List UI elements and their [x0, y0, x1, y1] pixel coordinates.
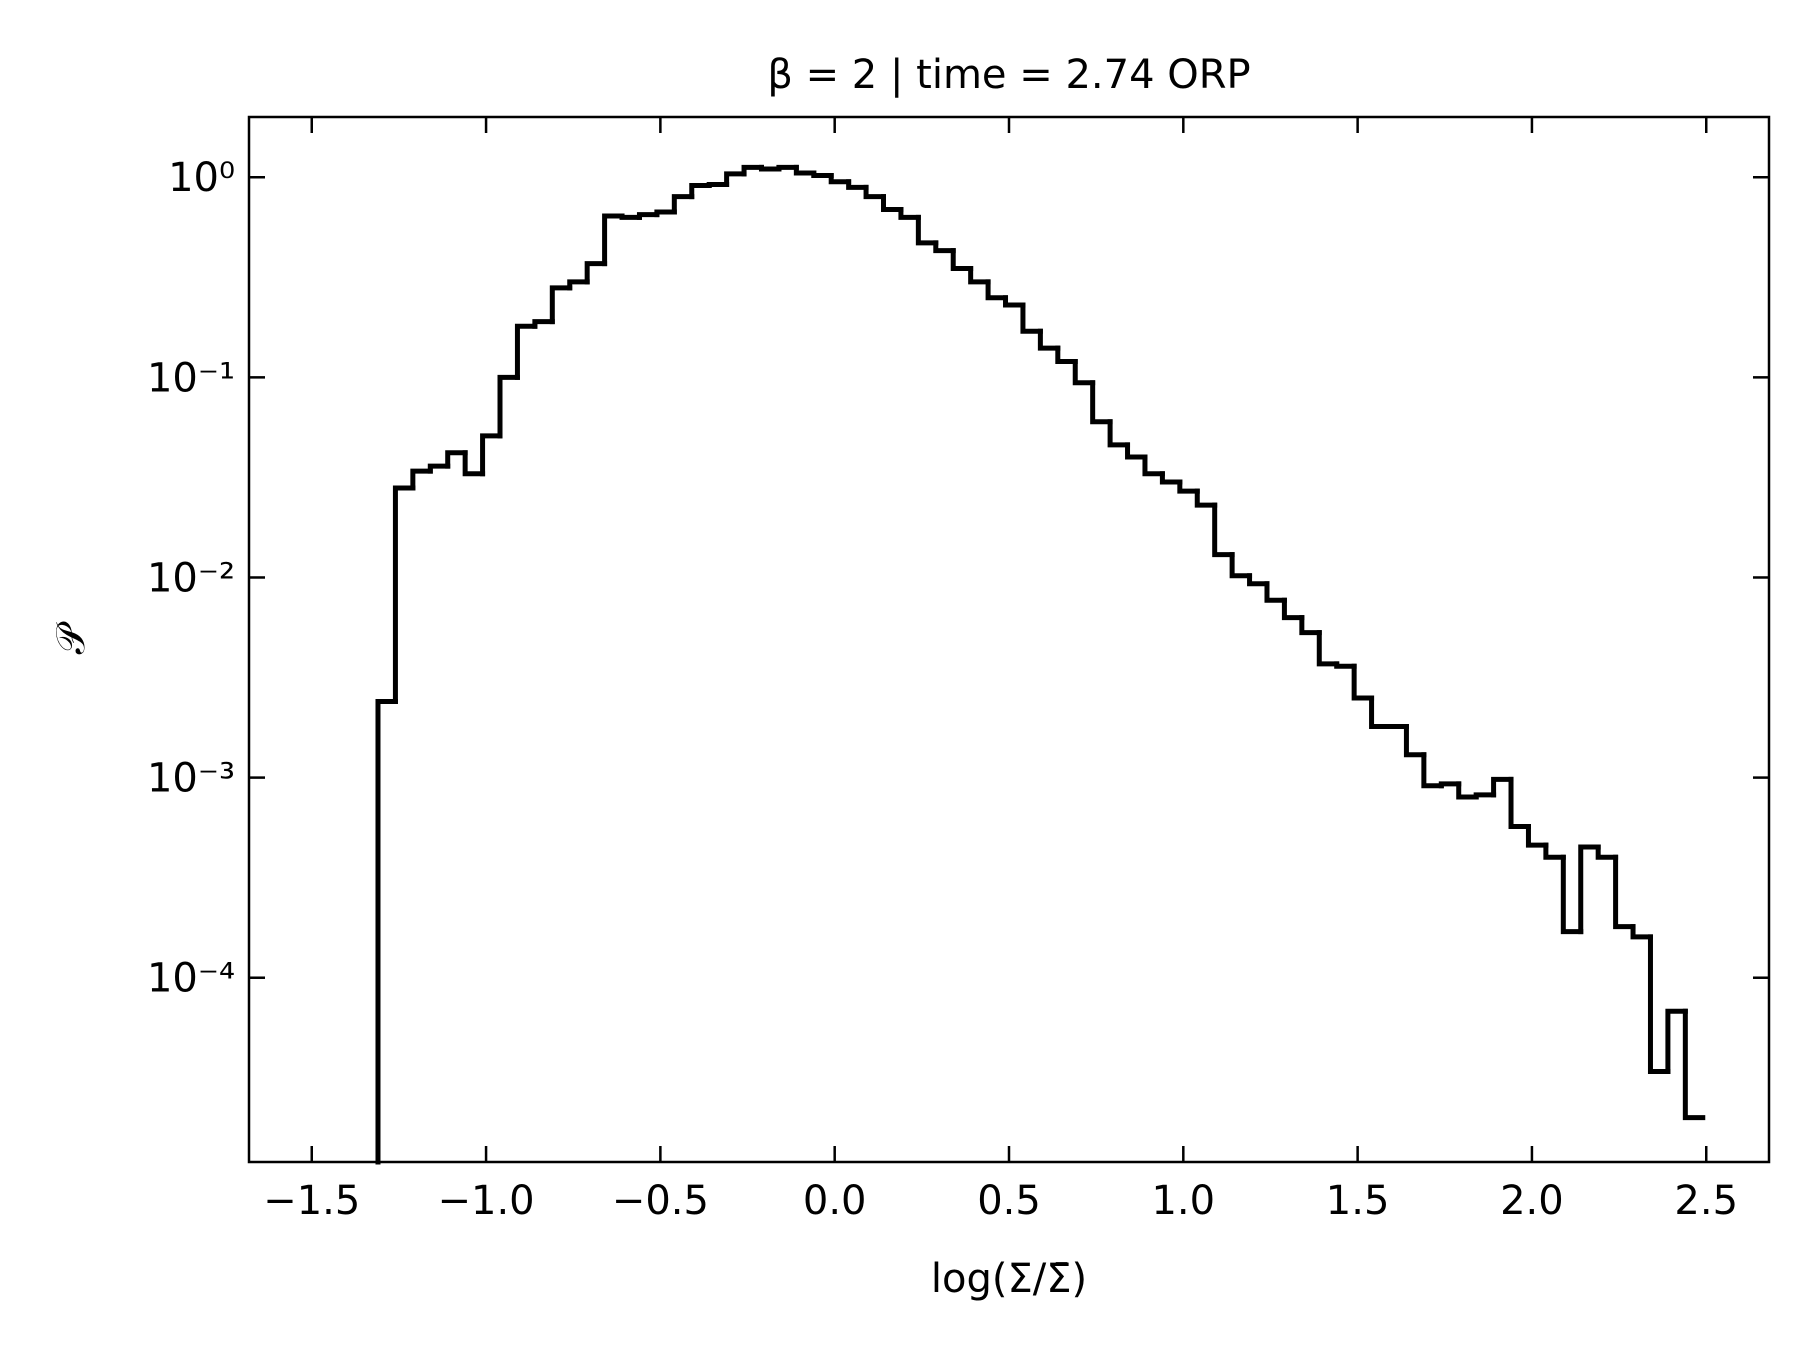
- y-tick-label: 10⁻³: [147, 756, 235, 802]
- histogram-step: [863, 184, 886, 200]
- histogram-step: [1299, 615, 1322, 636]
- histogram-step: [375, 699, 398, 1165]
- histogram-step: [811, 170, 834, 179]
- histogram-step: [1055, 345, 1078, 365]
- histogram-step: [1090, 380, 1113, 425]
- histogram-step: [898, 206, 921, 220]
- histogram-step: [1107, 419, 1131, 448]
- histogram-step: [793, 164, 817, 176]
- histogram-step: [1456, 781, 1479, 800]
- histogram-step: [689, 182, 712, 200]
- x-tick-label: 0.5: [977, 1178, 1041, 1224]
- histogram-step: [1020, 302, 1043, 334]
- x-tick-label: 0.0: [803, 1178, 867, 1224]
- histogram-step: [724, 171, 747, 187]
- histogram-step: [1682, 1008, 1706, 1121]
- histogram-step: [846, 179, 869, 190]
- histogram-step: [1212, 502, 1235, 558]
- histogram-step: [933, 240, 956, 254]
- histogram-step: [1264, 581, 1287, 603]
- y-tick-label: 10⁻²: [147, 555, 235, 601]
- histogram-step: [1525, 823, 1549, 848]
- y-tick-label: 10⁰: [168, 155, 235, 201]
- histogram-step: [1543, 842, 1566, 860]
- histogram-step: [584, 261, 608, 285]
- x-tick-label: 1.5: [1326, 1178, 1390, 1224]
- x-tick-label: 1.0: [1151, 1178, 1215, 1224]
- histogram-step: [1665, 1008, 1688, 1074]
- histogram-step: [1630, 924, 1653, 940]
- histogram-step: [1142, 454, 1165, 477]
- histogram-step: [1351, 663, 1375, 701]
- x-axis-label: log(Σ/Σ̄): [931, 1256, 1087, 1302]
- y-tick-label: 10⁻⁴: [147, 956, 235, 1002]
- x-tick-label: −0.5: [612, 1178, 709, 1224]
- histogram-step: [549, 285, 573, 325]
- histogram-step: [1177, 479, 1200, 494]
- histogram-step: [950, 248, 974, 271]
- histogram-step: [392, 485, 416, 705]
- histogram-step: [1613, 854, 1636, 930]
- histogram-step: [1159, 471, 1183, 485]
- histogram-step: [968, 265, 991, 285]
- histogram-step: [1194, 488, 1218, 508]
- histogram-step: [828, 173, 852, 185]
- histogram-step: [636, 212, 660, 220]
- histogram-step: [410, 468, 433, 491]
- histogram-step: [1281, 597, 1305, 621]
- histogram-step: [1403, 724, 1427, 758]
- histogram-step: [776, 164, 799, 172]
- histogram-step: [532, 319, 555, 329]
- x-tick-label: 2.5: [1674, 1178, 1738, 1224]
- x-tick-label: 2.0: [1500, 1178, 1564, 1224]
- histogram-step: [758, 164, 782, 172]
- histogram-step: [462, 450, 486, 477]
- histogram-step: [706, 181, 730, 188]
- histogram-step: [915, 214, 939, 246]
- histogram-step: [1316, 630, 1340, 667]
- histogram-step: [445, 450, 468, 469]
- histogram-step: [1369, 695, 1392, 730]
- histogram-step: [1003, 295, 1026, 308]
- histogram-step: [480, 433, 503, 477]
- histogram-step: [1037, 328, 1061, 351]
- plot-frame: [247, 115, 1771, 1164]
- histogram-step: [741, 164, 764, 177]
- histogram-step: [1438, 781, 1462, 789]
- histogram-step: [1595, 844, 1619, 860]
- histogram-step: [1125, 442, 1148, 460]
- histogram-step: [514, 323, 538, 380]
- histogram-step: [1229, 552, 1253, 579]
- histogram-step: [602, 213, 625, 267]
- histogram-step: [1247, 573, 1270, 587]
- histogram-step: [1421, 752, 1444, 789]
- histogram-step: [427, 463, 451, 474]
- histogram-step: [1334, 661, 1357, 669]
- histogram-step: [1508, 776, 1531, 829]
- y-axis-label: 𝒫: [48, 621, 94, 654]
- histogram-step: [654, 209, 677, 218]
- histogram-step: [1491, 776, 1514, 798]
- histogram-step: [1072, 359, 1096, 386]
- histogram-step: [567, 279, 590, 291]
- histogram-step: [1473, 792, 1497, 800]
- chart-title: β = 2 | time = 2.74 ORP: [767, 52, 1250, 98]
- histogram-step: [985, 279, 1009, 301]
- histogram-step: [619, 213, 642, 220]
- histogram-step: [497, 374, 520, 439]
- histogram-step: [1647, 934, 1671, 1074]
- x-tick-label: −1.0: [437, 1178, 534, 1224]
- x-tick-label: −1.5: [263, 1178, 360, 1224]
- y-tick-label: 10⁻¹: [147, 355, 235, 401]
- histogram-step: [1560, 854, 1584, 935]
- histogram-step: [880, 194, 904, 212]
- histogram-step: [1578, 844, 1601, 935]
- histogram-step: [671, 194, 695, 215]
